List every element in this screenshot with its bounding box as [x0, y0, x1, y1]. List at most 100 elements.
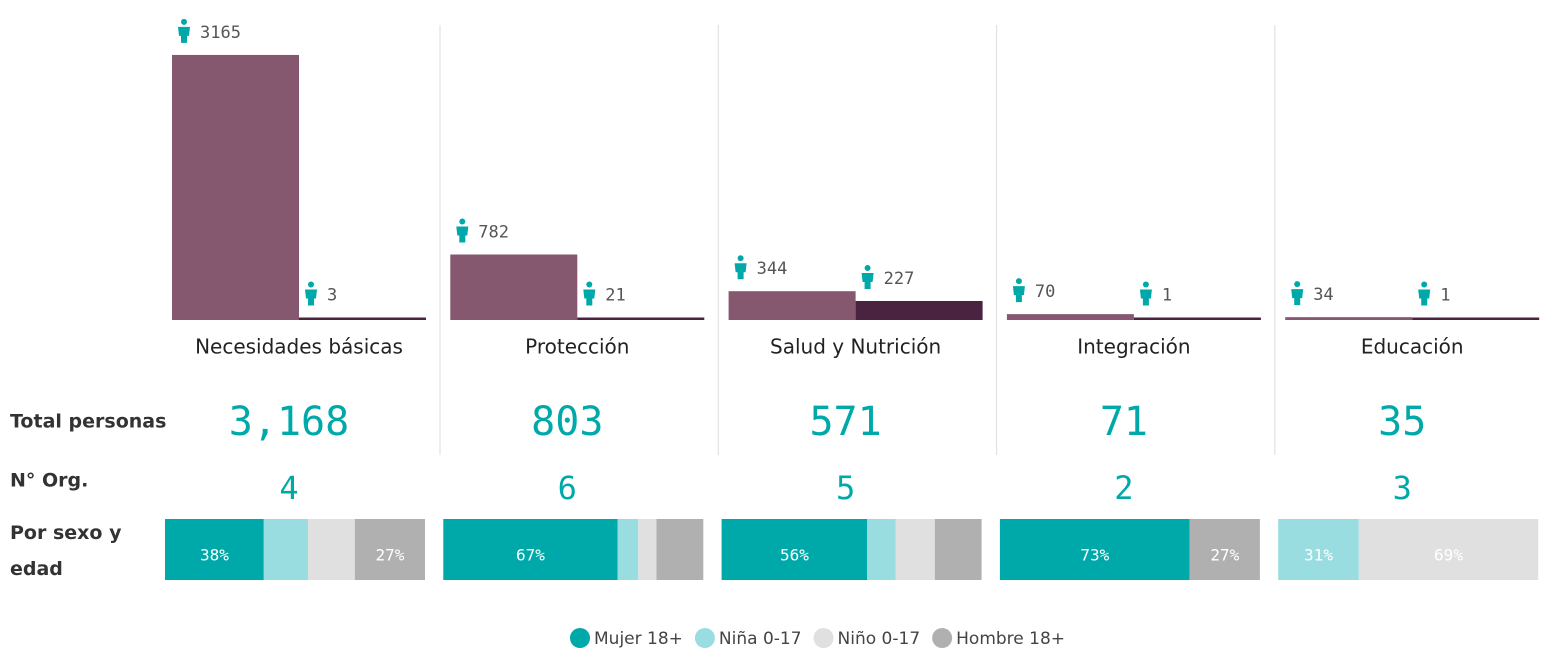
- person-icon: [734, 255, 747, 280]
- total-value: 803: [531, 399, 603, 445]
- legend-swatch: [570, 628, 590, 648]
- person-icon: [456, 218, 469, 243]
- icon-head: [459, 218, 466, 225]
- breakdown-segment: [354, 519, 425, 580]
- icon-head: [1015, 278, 1022, 285]
- total-value: 71: [1100, 399, 1148, 445]
- row-label: Por sexo y edad: [10, 522, 122, 580]
- person-icon: [178, 18, 190, 43]
- icon-body: [178, 26, 190, 43]
- breakdown-label: 27%: [1210, 546, 1239, 565]
- legend-label: Niño 0-17: [838, 629, 921, 649]
- bar-value-label: 21: [605, 286, 625, 306]
- category-label: Necesidades básicas: [195, 335, 403, 359]
- bar: [728, 291, 856, 320]
- bar-value-label: 227: [884, 269, 915, 289]
- icon-body: [1418, 289, 1431, 306]
- icon-body: [456, 226, 469, 243]
- bar-value-label: 344: [757, 259, 788, 279]
- breakdown-label: 73%: [1080, 546, 1109, 565]
- person-icon: [1291, 281, 1304, 306]
- legend-label: Niña 0-17: [719, 629, 802, 649]
- total-value: 571: [809, 399, 881, 445]
- breakdown-segment: [1278, 519, 1359, 580]
- category-label: Educación: [1361, 335, 1464, 359]
- breakdown-segment: [934, 519, 982, 580]
- icon-head: [864, 264, 871, 271]
- icon-head: [586, 281, 593, 288]
- legend-swatch: [694, 628, 715, 648]
- breakdown-label: 38%: [200, 546, 229, 565]
- bar: [855, 300, 983, 320]
- icon-head: [1421, 281, 1428, 288]
- row-label: N° Org.: [10, 470, 88, 492]
- icon-body: [1012, 286, 1025, 303]
- icon-body: [734, 263, 747, 280]
- category-label: Integración: [1077, 335, 1190, 359]
- breakdown-segment: [721, 519, 868, 580]
- breakdown-segment: [867, 519, 896, 580]
- person-icon: [1418, 281, 1431, 306]
- total-value: 35: [1378, 399, 1426, 445]
- breakdown-label: 67%: [516, 546, 545, 565]
- breakdown-segment: [165, 519, 264, 580]
- row-label-box: Por sexo y edad: [10, 522, 122, 580]
- bar-value-label: 1: [1162, 286, 1172, 306]
- breakdown-label: 56%: [780, 546, 809, 565]
- breakdown-label: 31%: [1304, 546, 1333, 565]
- bar: [1133, 317, 1261, 320]
- bar-value-label: 70: [1035, 282, 1055, 302]
- icon-head: [737, 255, 744, 262]
- person-icon: [305, 281, 317, 306]
- bar-value-label: 1: [1440, 286, 1450, 306]
- breakdown-segment: [895, 519, 935, 580]
- breakdown-segment: [656, 519, 704, 580]
- org-count: 4: [279, 469, 298, 507]
- bar: [1006, 314, 1134, 320]
- legend-swatch: [813, 628, 834, 648]
- legend-label: Mujer 18+: [594, 629, 683, 649]
- bar: [1412, 317, 1540, 320]
- bar-value-label: 3: [327, 286, 337, 306]
- breakdown-label: 69%: [1434, 546, 1463, 565]
- bar: [1285, 317, 1413, 320]
- person-icon: [583, 281, 596, 306]
- breakdown-segment: [1358, 519, 1539, 580]
- bar-value-label: 3165: [200, 23, 241, 43]
- bar-value-label: 782: [478, 223, 509, 243]
- org-count: 2: [1114, 469, 1133, 507]
- org-count: 5: [836, 469, 855, 507]
- legend-label: Hombre 18+: [956, 629, 1065, 649]
- breakdown-segment: [263, 519, 308, 580]
- breakdown-segment: [1189, 519, 1260, 580]
- icon-head: [308, 281, 314, 288]
- breakdown-label: 27%: [375, 546, 404, 565]
- bar: [577, 317, 705, 320]
- breakdown-segment: [443, 519, 618, 580]
- bar: [450, 254, 578, 320]
- org-count: 6: [558, 469, 577, 507]
- legend-swatch: [932, 628, 953, 648]
- icon-body: [305, 289, 317, 306]
- bar: [299, 317, 426, 320]
- breakdown-segment: [308, 519, 355, 580]
- breakdown-segment: [638, 519, 657, 580]
- icon-head: [1142, 281, 1149, 288]
- breakdown-segment: [617, 519, 639, 580]
- icon-body: [583, 289, 596, 306]
- bar: [172, 54, 299, 321]
- person-icon: [861, 264, 874, 289]
- category-label: Salud y Nutrición: [770, 335, 941, 359]
- row-label: Total personas: [10, 411, 166, 433]
- icon-body: [1139, 289, 1152, 306]
- bar-value-label: 34: [1313, 285, 1333, 305]
- person-icon: [1139, 281, 1152, 306]
- icon-head: [181, 18, 187, 25]
- person-icon: [1012, 278, 1025, 303]
- icon-body: [861, 272, 874, 289]
- category-label: Protección: [525, 335, 629, 359]
- icon-head: [1294, 281, 1301, 288]
- breakdown-segment: [999, 519, 1190, 580]
- total-value: 3,168: [229, 399, 349, 445]
